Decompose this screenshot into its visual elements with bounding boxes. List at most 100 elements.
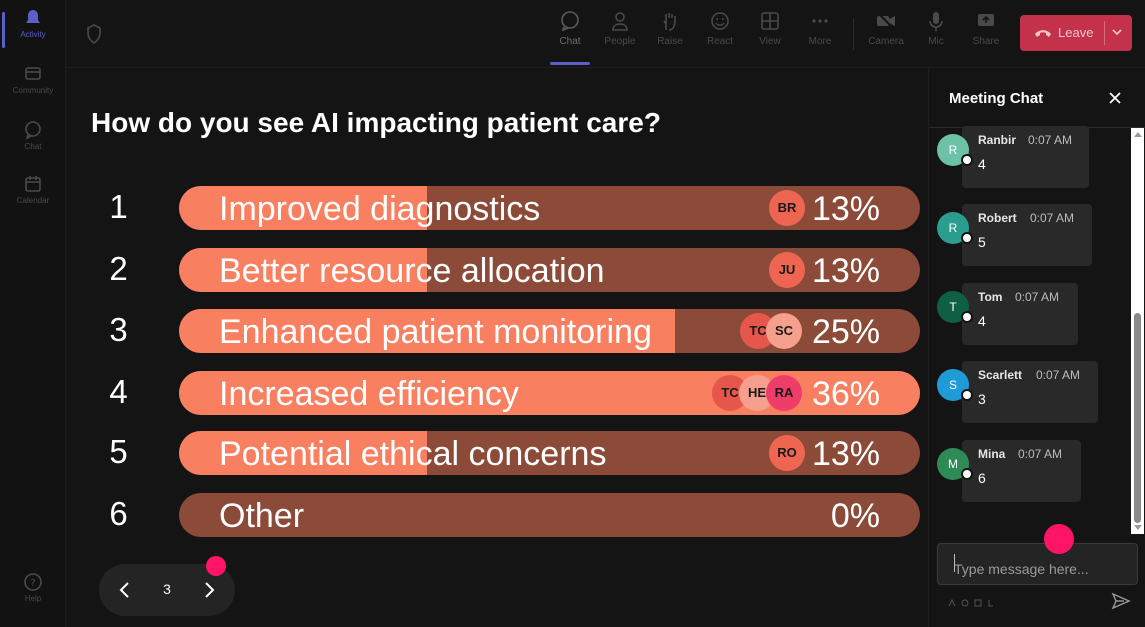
share-button[interactable]: Share	[964, 10, 1008, 47]
option-number: 4	[109, 373, 128, 410]
rail-item-community[interactable]: Community	[0, 64, 66, 95]
rail-item-help[interactable]: ? Help	[0, 572, 66, 603]
page-number: 3	[163, 581, 171, 597]
rail-label-calendar: Calendar	[16, 196, 50, 205]
chat-scrollbar[interactable]	[1131, 128, 1144, 534]
chat-button-label: Chat	[559, 36, 581, 47]
presence-dot	[961, 468, 973, 480]
camera-button[interactable]: Camera	[864, 10, 908, 47]
chat-message-input[interactable]	[937, 543, 1138, 585]
react-button-label: React	[706, 36, 734, 47]
option-bar-fill	[179, 431, 428, 475]
mic-button-label: Mic	[928, 36, 944, 47]
mic-button[interactable]: Mic	[914, 10, 958, 47]
option-label: Better resource allocation	[219, 252, 605, 290]
more-button[interactable]: More	[798, 10, 842, 47]
option-bar-fill	[179, 248, 428, 292]
leave-button[interactable]: Leave	[1020, 15, 1132, 51]
scroll-up-arrow[interactable]	[1134, 132, 1142, 137]
format-toolbar-icons[interactable]	[947, 597, 1007, 609]
click-indicator	[1044, 524, 1074, 554]
rail-item-calendar[interactable]: Calendar	[0, 174, 66, 205]
view-button[interactable]: View	[748, 10, 792, 47]
poll-question: How do you see AI impacting patient care…	[91, 107, 661, 138]
option-percent: 13%	[811, 435, 880, 473]
scrollbar-thumb[interactable]	[1134, 313, 1141, 523]
poll-option-5[interactable]: 5 Potential ethical concerns RO 13%	[66, 431, 928, 475]
option-label: Potential ethical concerns	[219, 435, 607, 473]
leave-divider	[1104, 21, 1105, 45]
message-author: Ranbir	[978, 133, 1017, 147]
chat-button[interactable]: Chat	[548, 10, 592, 65]
option-percent: 0%	[830, 497, 880, 535]
message-author: Robert	[978, 211, 1017, 225]
mic-icon	[929, 12, 943, 31]
scroll-down-arrow[interactable]	[1134, 525, 1142, 530]
rail-label-community: Community	[12, 86, 54, 95]
option-bar: Potential ethical concerns RO 13%	[179, 431, 920, 475]
voter-avatar: BR	[769, 190, 805, 226]
leave-button-label: Leave	[1058, 25, 1094, 40]
chevron-right-icon[interactable]	[199, 578, 219, 602]
message-time: 0:07 AM	[1015, 290, 1060, 304]
more-button-label: More	[808, 36, 832, 47]
option-number: 5	[109, 433, 128, 470]
option-bar-fill	[179, 309, 676, 353]
raise-hand-button[interactable]: Raise	[648, 10, 692, 47]
option-percent: 13%	[811, 252, 880, 290]
app-rail: Activity Community Chat Calendar ? Help	[0, 0, 66, 627]
rail-label-chat: Chat	[24, 142, 42, 151]
message-text: 5	[978, 234, 986, 250]
share-button-label: Share	[972, 36, 1000, 47]
option-bar: Other 0%	[179, 493, 920, 537]
rail-label-help: Help	[24, 594, 42, 603]
option-percent: 13%	[811, 190, 880, 228]
presence-dot	[961, 154, 973, 166]
shield-icon	[87, 24, 101, 44]
meeting-chat-panel: Meeting Chat Ranbir 0:07 AM 4 R Robert 0…	[928, 68, 1145, 627]
option-number: 1	[109, 188, 128, 225]
poll-option-2[interactable]: 2 Better resource allocation JU 13%	[66, 248, 928, 292]
poll-option-4[interactable]: 4 Increased efficiency TC HE RA 36%	[66, 371, 928, 415]
voter-avatar: RA	[766, 375, 802, 411]
chat-icon	[25, 121, 41, 140]
grid-icon	[761, 12, 779, 30]
close-icon[interactable]	[1107, 90, 1123, 106]
message-time: 0:07 AM	[1036, 368, 1081, 382]
message-text: 4	[978, 156, 986, 172]
phone-hangup-icon	[1035, 30, 1051, 37]
react-button[interactable]: React	[698, 10, 742, 47]
send-icon[interactable]	[1111, 592, 1131, 610]
chevron-down-icon[interactable]	[1110, 25, 1124, 39]
avatar: R	[937, 134, 969, 166]
presence-dot	[961, 311, 973, 323]
voter-avatar: RO	[769, 435, 805, 471]
option-label: Other	[219, 497, 305, 535]
svg-text:?: ?	[30, 578, 35, 589]
rail-item-activity[interactable]: Activity	[0, 8, 66, 48]
community-icon	[25, 67, 41, 80]
option-number: 3	[109, 311, 128, 348]
option-label: Increased efficiency	[219, 375, 519, 413]
poll-option-1[interactable]: 1 Improved diagnostics BR 13%	[66, 186, 928, 230]
camera-button-label: Camera	[868, 36, 904, 47]
chevron-left-icon[interactable]	[115, 578, 135, 602]
rail-item-chat[interactable]: Chat	[0, 120, 66, 151]
message-author: Tom	[978, 290, 1003, 304]
poll-option-6[interactable]: 6 Other 0%	[66, 493, 928, 537]
message-text: 6	[978, 470, 986, 486]
option-percent: 36%	[811, 375, 880, 413]
voter-avatar: JU	[769, 252, 805, 288]
message-time: 0:07 AM	[1030, 211, 1075, 225]
message-author: Mina	[978, 447, 1006, 461]
presence-dot	[961, 389, 973, 401]
option-bar: Increased efficiency TC HE RA 36%	[179, 371, 920, 415]
option-bar: Improved diagnostics BR 13%	[179, 186, 920, 230]
presence-dot	[961, 232, 973, 244]
people-button[interactable]: People	[598, 10, 642, 47]
rail-label-activity: Activity	[20, 30, 46, 39]
message-bubble: Ranbir 0:07 AM 4	[962, 126, 1089, 188]
people-button-label: People	[604, 36, 636, 47]
view-button-label: View	[759, 36, 781, 47]
poll-option-3[interactable]: 3 Enhanced patient monitoring TC SC 25%	[66, 309, 928, 353]
